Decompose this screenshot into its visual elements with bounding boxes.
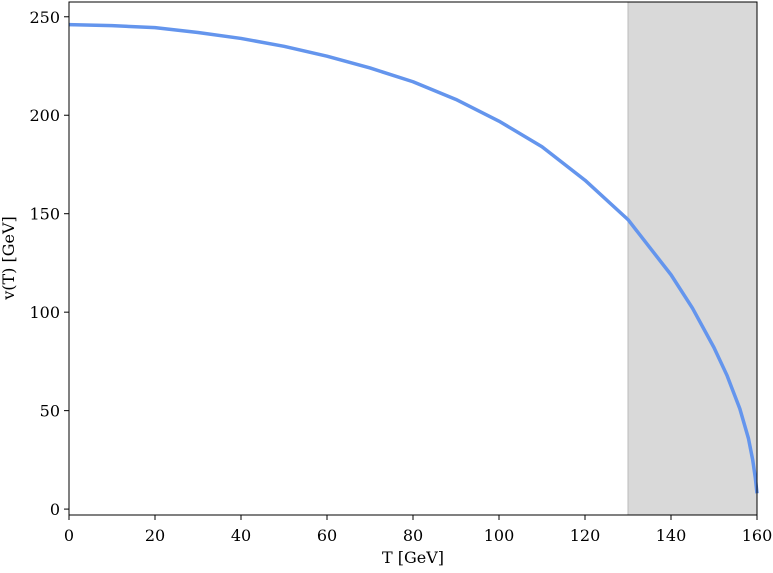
x-tick-label: 80 — [403, 526, 423, 545]
y-tick-label: 150 — [29, 205, 60, 224]
y-tick-label: 200 — [29, 106, 60, 125]
y-axis-label: v(T) [GeV] — [0, 216, 18, 301]
x-tick-label: 0 — [64, 526, 74, 545]
x-tick-label: 120 — [570, 526, 601, 545]
shaded-region — [627, 1, 758, 516]
y-tick-label: 50 — [40, 402, 60, 421]
x-tick-label: 160 — [742, 526, 773, 545]
y-tick-label: 100 — [29, 303, 60, 322]
y-tick-label: 250 — [29, 8, 60, 27]
y-tick-label: 0 — [50, 500, 60, 519]
x-tick-label: 40 — [231, 526, 251, 545]
x-tick-label: 100 — [484, 526, 515, 545]
data-line — [68, 22, 759, 494]
x-axis-label: T [GeV] — [382, 548, 444, 567]
x-tick-label: 20 — [145, 526, 165, 545]
x-tick-label: 60 — [317, 526, 337, 545]
x-tick-label: 140 — [656, 526, 687, 545]
